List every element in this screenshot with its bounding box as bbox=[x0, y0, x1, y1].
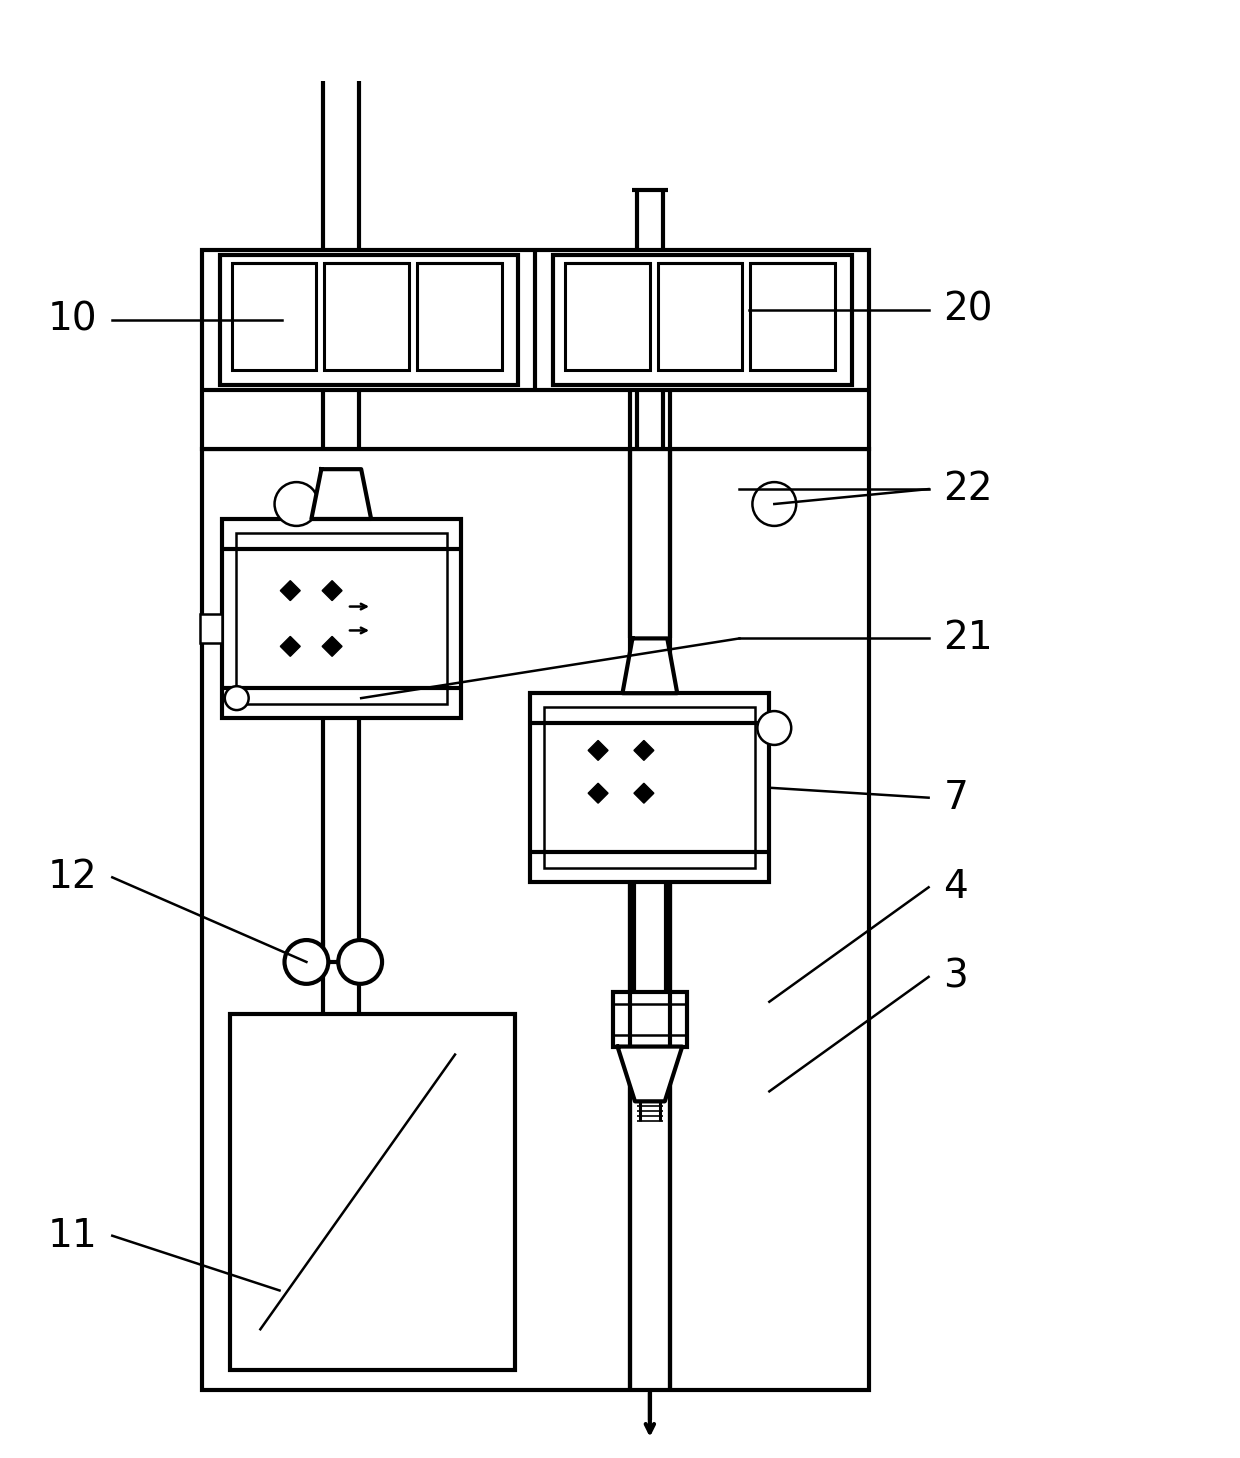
Text: 11: 11 bbox=[47, 1217, 98, 1255]
Polygon shape bbox=[588, 741, 608, 761]
Text: 10: 10 bbox=[47, 300, 98, 338]
Text: 22: 22 bbox=[944, 469, 993, 507]
Bar bbox=[553, 255, 852, 385]
Text: 4: 4 bbox=[944, 869, 968, 907]
Polygon shape bbox=[322, 636, 342, 656]
Bar bbox=[222, 519, 461, 717]
Circle shape bbox=[339, 940, 382, 984]
Text: 21: 21 bbox=[944, 620, 993, 658]
Polygon shape bbox=[634, 783, 653, 803]
Circle shape bbox=[274, 483, 319, 526]
Polygon shape bbox=[280, 636, 300, 656]
Polygon shape bbox=[634, 741, 653, 761]
Bar bbox=[544, 707, 755, 869]
Text: 20: 20 bbox=[944, 292, 993, 330]
Bar bbox=[229, 1013, 516, 1371]
Bar bbox=[219, 255, 518, 385]
Bar bbox=[417, 262, 501, 370]
Polygon shape bbox=[622, 639, 677, 693]
Polygon shape bbox=[322, 580, 342, 601]
Bar bbox=[236, 532, 446, 704]
Polygon shape bbox=[588, 783, 608, 803]
Bar bbox=[565, 262, 650, 370]
Bar bbox=[613, 991, 687, 1047]
Polygon shape bbox=[618, 1047, 682, 1101]
Circle shape bbox=[753, 483, 796, 526]
Bar bbox=[202, 251, 869, 449]
Bar bbox=[325, 262, 409, 370]
Bar bbox=[750, 262, 835, 370]
Bar bbox=[202, 449, 869, 1389]
Text: 3: 3 bbox=[944, 958, 968, 996]
Bar bbox=[658, 262, 743, 370]
Circle shape bbox=[758, 712, 791, 745]
Polygon shape bbox=[311, 469, 371, 519]
Circle shape bbox=[224, 687, 249, 710]
Bar bbox=[232, 262, 316, 370]
Bar bbox=[200, 614, 222, 643]
Polygon shape bbox=[280, 580, 300, 601]
Circle shape bbox=[284, 940, 329, 984]
Text: 7: 7 bbox=[944, 779, 968, 816]
Bar bbox=[531, 693, 769, 882]
Text: 12: 12 bbox=[47, 859, 98, 897]
